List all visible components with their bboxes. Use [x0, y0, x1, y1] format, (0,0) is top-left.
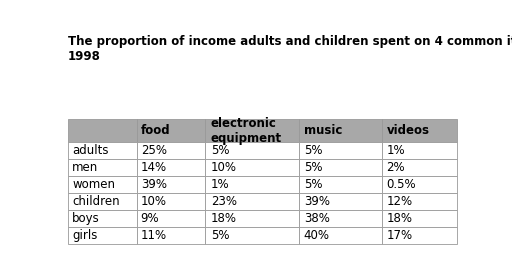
Text: 23%: 23%: [211, 195, 237, 208]
Text: men: men: [72, 161, 98, 174]
Text: 2%: 2%: [387, 161, 405, 174]
Bar: [137, 159, 205, 176]
Bar: [137, 227, 205, 243]
Bar: [382, 176, 457, 193]
Bar: [299, 227, 382, 243]
Bar: [382, 193, 457, 210]
Text: 25%: 25%: [141, 144, 167, 157]
Bar: [382, 159, 457, 176]
Text: 14%: 14%: [141, 161, 167, 174]
Text: 5%: 5%: [304, 144, 322, 157]
Text: 5%: 5%: [304, 178, 322, 191]
Bar: [205, 193, 299, 210]
Bar: [205, 227, 299, 243]
Bar: [68, 176, 137, 193]
Text: 39%: 39%: [141, 178, 167, 191]
Bar: [205, 142, 299, 159]
Text: boys: boys: [72, 212, 100, 225]
Text: 1%: 1%: [387, 144, 405, 157]
Text: 11%: 11%: [141, 229, 167, 242]
Bar: [382, 119, 457, 142]
Bar: [299, 142, 382, 159]
Bar: [382, 210, 457, 227]
Text: 0.5%: 0.5%: [387, 178, 416, 191]
Bar: [137, 210, 205, 227]
Text: 39%: 39%: [304, 195, 330, 208]
Text: 17%: 17%: [387, 229, 413, 242]
Text: 5%: 5%: [211, 144, 229, 157]
Text: electronic
equipment: electronic equipment: [211, 117, 282, 145]
Bar: [205, 210, 299, 227]
Text: 5%: 5%: [211, 229, 229, 242]
Text: The proportion of income adults and children spent on 4 common items in the UK i: The proportion of income adults and chil…: [68, 35, 512, 63]
Text: adults: adults: [72, 144, 109, 157]
Bar: [205, 119, 299, 142]
Bar: [137, 119, 205, 142]
Bar: [68, 193, 137, 210]
Text: 18%: 18%: [387, 212, 413, 225]
Text: 18%: 18%: [211, 212, 237, 225]
Bar: [299, 176, 382, 193]
Text: girls: girls: [72, 229, 97, 242]
Text: 40%: 40%: [304, 229, 330, 242]
Bar: [205, 159, 299, 176]
Bar: [299, 119, 382, 142]
Text: 12%: 12%: [387, 195, 413, 208]
Text: music: music: [304, 124, 342, 137]
Text: 10%: 10%: [141, 195, 167, 208]
Bar: [137, 142, 205, 159]
Bar: [299, 210, 382, 227]
Bar: [382, 142, 457, 159]
Bar: [68, 142, 137, 159]
Text: 10%: 10%: [211, 161, 237, 174]
Bar: [205, 176, 299, 193]
Text: 5%: 5%: [304, 161, 322, 174]
Text: 1%: 1%: [211, 178, 229, 191]
Bar: [68, 159, 137, 176]
Bar: [299, 193, 382, 210]
Bar: [68, 227, 137, 243]
Bar: [68, 119, 137, 142]
Text: videos: videos: [387, 124, 430, 137]
Bar: [299, 159, 382, 176]
Text: 9%: 9%: [141, 212, 159, 225]
Bar: [68, 210, 137, 227]
Bar: [137, 176, 205, 193]
Bar: [382, 227, 457, 243]
Text: food: food: [141, 124, 170, 137]
Text: women: women: [72, 178, 115, 191]
Text: children: children: [72, 195, 120, 208]
Bar: [137, 193, 205, 210]
Text: 38%: 38%: [304, 212, 330, 225]
